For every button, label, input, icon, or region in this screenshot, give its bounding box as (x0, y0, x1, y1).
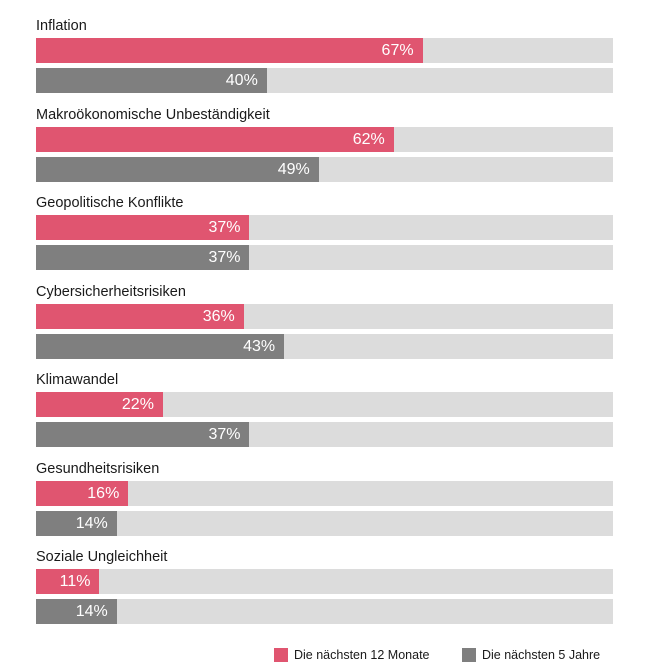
category-label: Gesundheitsrisiken (36, 460, 160, 477)
bar-track: 14% (36, 510, 613, 536)
bar-12-monate: 36% (36, 303, 244, 329)
bar-5-jahre: 14% (36, 510, 117, 536)
legend-swatch (462, 648, 476, 662)
bar-value-label: 62% (352, 130, 385, 148)
bar-value-label: 14% (75, 603, 108, 620)
bar-value-label: 37% (208, 249, 241, 266)
legend-label: Die nächsten 12 Monate (294, 648, 430, 662)
bar-value-label: 49% (277, 160, 310, 178)
bar-5-jahre: 40% (36, 68, 267, 93)
bar-track: 37% (36, 245, 613, 270)
category-label: Cybersicherheitsrisiken (36, 283, 186, 300)
bar-track: 67% (36, 38, 613, 63)
bar-5-jahre: 14% (36, 599, 117, 624)
bar-12-monate: 67% (36, 38, 423, 63)
legend-swatch (274, 648, 288, 662)
bar-5-jahre: 37% (36, 245, 250, 270)
category-label: Geopolitische Konflikte (36, 195, 184, 211)
bar-value-label: 16% (87, 484, 120, 502)
bar-track: 62% (36, 126, 613, 152)
bar-track: 11% (36, 569, 613, 594)
bar-value-label: 67% (381, 42, 414, 59)
bar-5-jahre: 49% (36, 156, 319, 182)
bar-track: 16% (36, 480, 613, 506)
bar-track: 36% (36, 303, 613, 329)
bar-value-label: 36% (202, 307, 235, 325)
category-label: Klimawandel (36, 372, 119, 388)
legend-item: Die nächsten 12 Monate (274, 647, 430, 663)
bar-5-jahre: 37% (36, 422, 250, 447)
bar-12-monate: 16% (36, 480, 129, 506)
bar-value-label: 37% (208, 219, 241, 236)
category-label: Soziale Ungleichheit (36, 549, 168, 565)
bar-track: 37% (36, 215, 613, 240)
bar-12-monate: 22% (36, 392, 163, 417)
bar-value-label: 22% (121, 396, 154, 413)
bar-value-label: 14% (75, 514, 108, 532)
bar-value-label: 37% (208, 426, 241, 443)
bar-value-label: 40% (225, 72, 258, 89)
bar-12-monate: 11% (36, 569, 100, 594)
bar-track: 14% (36, 599, 613, 624)
bar-track: 22% (36, 392, 613, 417)
bar-track: 37% (36, 422, 613, 447)
bar-12-monate: 62% (36, 126, 394, 152)
legend-label: Die nächsten 5 Jahre (482, 648, 601, 662)
category-label: Makroökonomische Unbeständigkeit (36, 106, 270, 123)
bar-5-jahre: 43% (36, 333, 285, 359)
legend-item: Die nächsten 5 Jahre (462, 647, 600, 663)
bar-track: 43% (36, 333, 613, 359)
bar-value-label: 11% (59, 573, 91, 590)
bar-value-label: 43% (243, 337, 276, 355)
bar-track: 40% (36, 68, 613, 93)
category-label: Inflation (36, 18, 87, 34)
bar-track: 49% (36, 156, 613, 182)
bar-12-monate: 37% (36, 215, 250, 240)
